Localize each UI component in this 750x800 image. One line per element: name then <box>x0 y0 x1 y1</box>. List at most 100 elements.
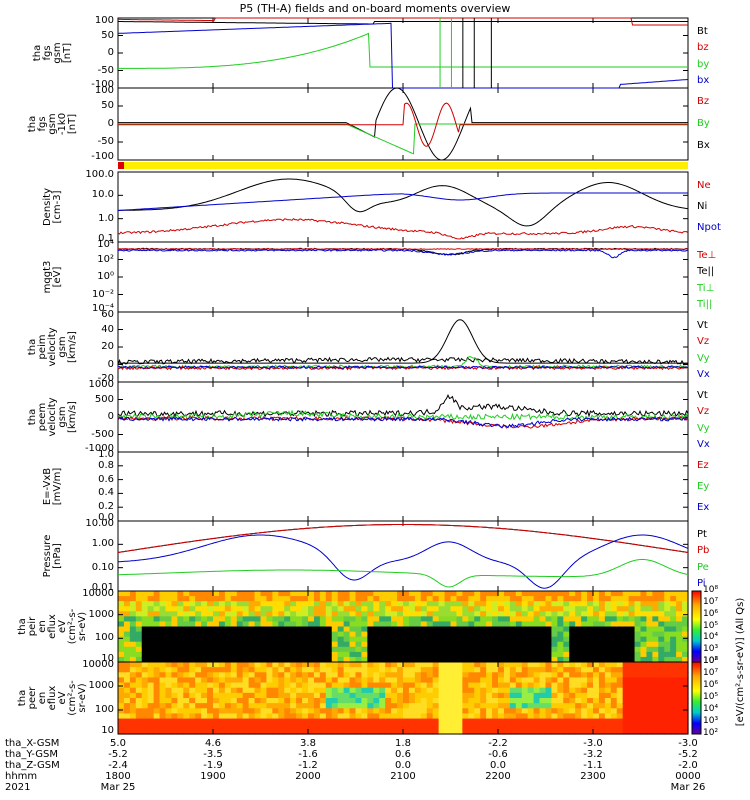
footer-value: -3.0 <box>583 738 603 749</box>
series-Pb <box>117 524 689 553</box>
series-Bt <box>118 21 688 25</box>
legend-entry: bz <box>697 42 709 54</box>
y-tick-label: 1.00 <box>91 538 114 550</box>
series-Pi <box>117 534 689 589</box>
legend-entry: Ey <box>697 480 710 492</box>
legend-entry: Pt <box>697 529 707 540</box>
y-tick-label: 20 <box>101 341 114 352</box>
series-Pe <box>118 558 689 588</box>
y-axis-label: thafgsgsm[nT] <box>32 42 73 63</box>
y-tick-label: 0.0 <box>98 512 114 523</box>
footer-value: 0.6 <box>395 749 411 760</box>
y-tick-label: 1.0 <box>98 212 114 224</box>
series-by <box>118 32 688 69</box>
footer-row-label: tha_X-GSM <box>5 738 60 749</box>
panel-frame-3 <box>117 241 689 313</box>
y-tick-label: -100 <box>91 79 114 90</box>
legend-entry: Vy <box>697 422 710 434</box>
footer-value: 0.0 <box>395 760 411 771</box>
y-axis-label: Pressure[nPa] <box>42 535 63 578</box>
y-tick-label: 0 <box>107 358 114 370</box>
colorbar-0 <box>691 590 702 663</box>
footer-value: 1800 <box>105 771 131 782</box>
y-axis-label: Density[cm-3] <box>42 188 63 226</box>
colorbar-tick: 10⁶ <box>703 680 719 690</box>
spectrogram-8 <box>118 591 689 663</box>
y-tick-label: 10000 <box>82 588 114 599</box>
legend-entry: Ti|| <box>697 298 713 310</box>
colorbar-tick: 10³ <box>703 716 719 726</box>
legend-entry: Bt <box>697 26 708 37</box>
footer-value: 2300 <box>580 771 606 782</box>
footer-value: -1.6 <box>298 749 318 760</box>
y-tick-label: -20 <box>97 373 114 384</box>
footer-value: -1.9 <box>203 760 223 771</box>
y-tick-label: 0.1 <box>98 233 114 244</box>
series-bz <box>118 17 688 26</box>
legend-entry: Pe <box>697 561 709 573</box>
colorbar-tick: 10⁷ <box>703 596 719 607</box>
colorbar-tick: 10⁶ <box>703 608 719 619</box>
colorbar-label: [eV/(cm²-s-sr-eV)] (All Qs) <box>735 598 746 727</box>
y-tick-label: 10⁻⁴ <box>91 303 114 314</box>
y-tick-label: 10⁴ <box>97 239 114 250</box>
legend-entry: By <box>697 117 710 129</box>
footer-row-label: hhmm <box>5 771 38 782</box>
series-peem-Vx <box>117 416 689 429</box>
series-Vt <box>117 356 689 365</box>
colorbar-tick: 10⁷ <box>703 668 719 678</box>
colorbar-tick: 10⁵ <box>703 620 719 631</box>
footer-value: -2.4 <box>108 760 128 771</box>
y-tick-label: 1000 <box>88 608 114 620</box>
y-tick-label: 10 <box>101 725 114 736</box>
y-tick-label: 100 <box>94 704 114 715</box>
status-bar-marker <box>118 162 124 169</box>
legend-entry: by <box>697 58 710 70</box>
y-tick-label: -100 <box>91 151 114 162</box>
y-tick-label: -50 <box>97 136 114 147</box>
footer-date-start: Mar 25 <box>100 782 136 793</box>
legend-entry: Pi <box>697 577 706 589</box>
y-tick-label: -500 <box>91 428 114 440</box>
y-tick-label: 10 <box>101 653 114 664</box>
legend-entry: Npot <box>697 222 721 234</box>
y-tick-label: 100 <box>94 85 114 96</box>
y-tick-label: 0.8 <box>98 459 114 471</box>
legend-entry: Vz <box>697 406 710 418</box>
footer-value: 2200 <box>485 771 511 782</box>
y-axis-label: thafgsgsm-1k0[nT] <box>27 113 78 135</box>
series-By <box>118 123 688 155</box>
legend-entry: Ni <box>697 201 708 213</box>
footer-date-end: Mar 26 <box>670 782 706 793</box>
y-tick-label: 1000 <box>88 680 114 691</box>
footer-value: -1.1 <box>583 760 603 771</box>
y-tick-label: 0.2 <box>98 501 114 513</box>
spectrogram-9 <box>118 662 689 735</box>
legend-entry: Vt <box>697 320 708 331</box>
y-tick-label: 0 <box>107 118 114 129</box>
footer-year: 2021 <box>5 782 31 793</box>
y-tick-label: 500 <box>94 393 114 405</box>
legend-entry: Te⊥ <box>697 250 717 261</box>
footer-value: -3.2 <box>583 749 603 760</box>
y-tick-label: 100 <box>94 632 114 644</box>
footer-value: -1.2 <box>298 760 318 771</box>
footer-value: 3.8 <box>300 738 316 749</box>
legend-entry: Vy <box>697 352 710 364</box>
legend-entry: Ez <box>697 460 709 471</box>
y-tick-label: 100.0 <box>85 169 114 180</box>
y-tick-label: 0.4 <box>98 487 114 499</box>
legend-entry: bx <box>697 74 710 86</box>
panel-frame-6 <box>117 451 689 522</box>
legend-entry: Vx <box>697 368 710 380</box>
series-Vt-peak <box>118 319 688 364</box>
y-tick-label: 100 <box>94 15 114 26</box>
footer-value: -0.6 <box>488 749 508 760</box>
legend-entry: Ti⊥ <box>697 282 715 294</box>
y-tick-label: 50 <box>101 29 114 41</box>
footer-value: 4.6 <box>205 738 221 749</box>
y-tick-label: 10000 <box>82 659 114 670</box>
y-tick-label: -50 <box>97 64 114 76</box>
legend-entry: Te|| <box>697 266 715 278</box>
